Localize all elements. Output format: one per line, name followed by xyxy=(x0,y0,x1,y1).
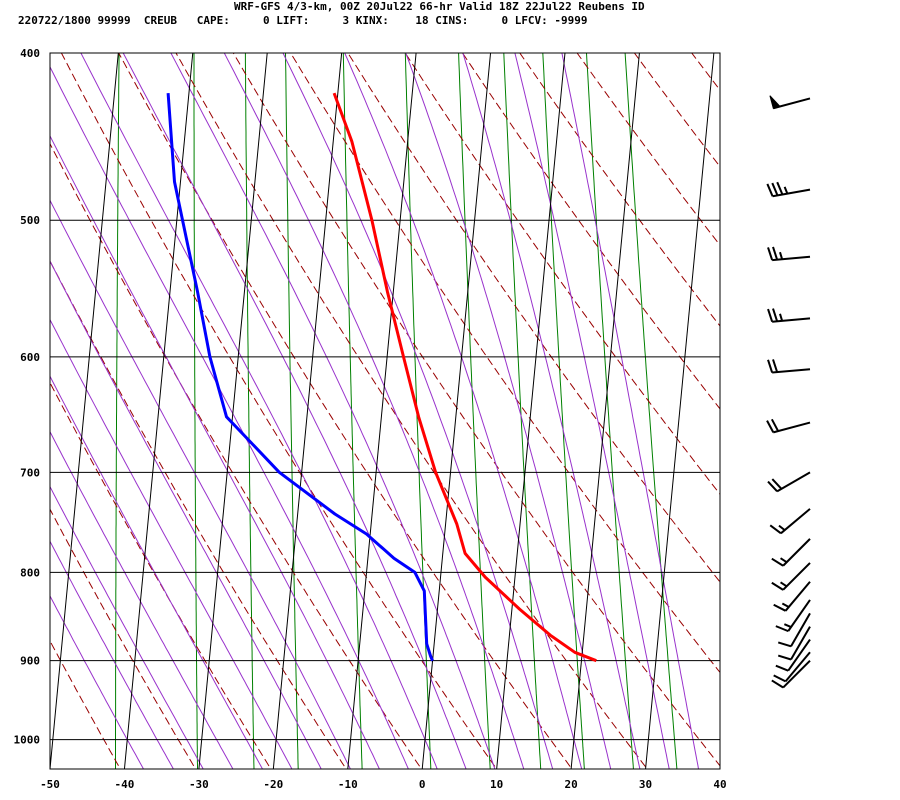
moist-adiabat-line xyxy=(50,134,380,769)
x-tick-label: 20 xyxy=(564,778,577,791)
dewpoint-profile xyxy=(166,92,434,662)
isotherm-line xyxy=(496,53,566,769)
moist-adiabat-line xyxy=(50,260,322,769)
dry-adiabat-line xyxy=(519,53,720,327)
wind-barb xyxy=(771,538,811,567)
moist-adiabat-line xyxy=(80,53,438,769)
isotherm-line xyxy=(570,53,640,769)
wind-barb xyxy=(769,508,811,535)
mixing-ratio-line xyxy=(284,53,299,769)
y-tick-label: 500 xyxy=(20,214,40,227)
isotherm-line xyxy=(719,763,720,769)
sounding-stats-line: 220722/1800 99999 CREUB CAPE: 0 LIFT: 3 … xyxy=(18,14,588,27)
x-tick-label: -20 xyxy=(263,778,283,791)
dry-adiabat-line xyxy=(848,34,900,776)
moist-adiabat-line xyxy=(50,430,234,769)
dry-adiabat-line xyxy=(461,53,720,410)
x-tick-label: -10 xyxy=(338,778,358,791)
moist-adiabat-line xyxy=(561,53,700,769)
dry-adiabat-line xyxy=(232,53,720,767)
moist-adiabat-line xyxy=(50,594,145,769)
mixing-ratio-line xyxy=(458,53,491,769)
mixing-ratio-line xyxy=(193,53,198,769)
dry-adiabat-line xyxy=(60,53,498,769)
mixing-ratio-lines xyxy=(115,53,678,769)
wind-barb xyxy=(773,581,811,612)
x-tick-label: 0 xyxy=(419,778,426,791)
dry-adiabat-line xyxy=(404,53,720,496)
wind-barb xyxy=(777,612,811,648)
y-tick-label: 600 xyxy=(20,351,40,364)
mixing-ratio-line xyxy=(542,53,585,769)
dry-adiabat-line xyxy=(50,508,197,769)
wind-barb xyxy=(775,599,811,633)
dry-adiabat-line xyxy=(576,53,720,247)
wind-barb xyxy=(766,418,811,434)
y-axis-tick-labels: 400 500 600 700 800 900 1000 xyxy=(14,47,41,747)
dry-adiabat-line xyxy=(50,260,347,769)
y-tick-label: 400 xyxy=(20,47,40,60)
dry-adiabat-line xyxy=(50,381,272,769)
dry-adiabat-line xyxy=(734,34,900,776)
x-tick-label: -40 xyxy=(115,778,135,791)
isotherm-line xyxy=(198,53,268,769)
moist-adiabat-line xyxy=(50,318,293,769)
isotherm-line xyxy=(272,53,343,769)
wind-barb xyxy=(769,95,811,110)
wind-barb xyxy=(777,626,811,661)
isotherm-line xyxy=(421,53,492,769)
wind-barb xyxy=(767,246,811,262)
wind-barb xyxy=(767,471,811,493)
moist-adiabat-line xyxy=(50,375,264,769)
dry-adiabat-line xyxy=(175,53,648,769)
temperature-profile xyxy=(332,92,597,663)
x-tick-label: -30 xyxy=(189,778,209,791)
sounding-profiles xyxy=(166,92,597,663)
wind-barb xyxy=(775,638,811,672)
mixing-ratio-line xyxy=(624,53,678,769)
y-tick-label: 800 xyxy=(20,566,40,579)
dry-adiabat-line xyxy=(50,639,121,769)
mixing-ratio-line xyxy=(585,53,634,769)
wind-barb xyxy=(767,359,811,374)
isotherm-line xyxy=(645,53,715,769)
x-tick-label: 40 xyxy=(713,778,726,791)
x-tick-label: -50 xyxy=(40,778,60,791)
dry-adiabat-line xyxy=(791,34,900,776)
isotherm-line xyxy=(123,53,194,769)
x-axis-tick-labels: -50 -40 -30 -20 -10 0 10 20 30 40 xyxy=(40,778,727,791)
wind-barb xyxy=(766,181,811,198)
dry-adiabat-line xyxy=(633,53,720,168)
mixing-ratio-line xyxy=(244,53,255,769)
plot-frame xyxy=(49,52,721,770)
y-tick-label: 900 xyxy=(20,655,40,668)
moist-adiabats xyxy=(50,53,700,769)
chart-title: WRF-GFS 4/3-km, 00Z 20Jul22 66-hr Valid … xyxy=(234,0,645,13)
dry-adiabat-line xyxy=(691,53,720,91)
dry-adiabat-line xyxy=(50,142,423,769)
wind-barb xyxy=(771,659,811,689)
moist-adiabat-line xyxy=(50,485,204,769)
wind-barb xyxy=(773,651,811,683)
dry-adiabats xyxy=(50,34,900,776)
wind-barb xyxy=(771,562,811,591)
x-tick-label: 30 xyxy=(639,778,652,791)
y-tick-label: 1000 xyxy=(14,734,41,747)
x-tick-label: 10 xyxy=(490,778,503,791)
moist-adiabat-line xyxy=(344,53,583,769)
isotherm-line xyxy=(50,53,119,769)
isotherm-isobar-grid xyxy=(50,53,720,769)
wind-barbs xyxy=(766,95,811,689)
mixing-ratio-line xyxy=(404,53,432,769)
moist-adiabat-line xyxy=(50,199,351,769)
isotherm-line xyxy=(347,53,417,769)
y-tick-label: 700 xyxy=(20,466,40,479)
wind-barb xyxy=(767,308,811,323)
moist-adiabat-line xyxy=(223,53,525,769)
